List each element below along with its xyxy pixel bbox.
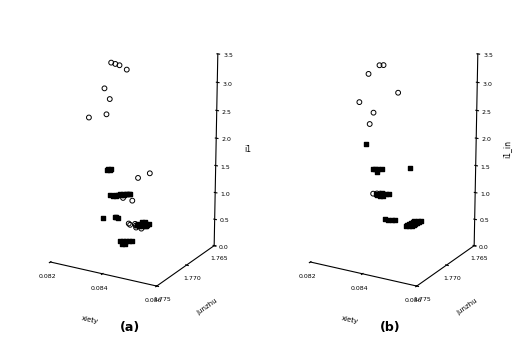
X-axis label: xiety: xiety bbox=[81, 315, 99, 324]
Y-axis label: junzhu: junzhu bbox=[456, 297, 478, 316]
Text: (a): (a) bbox=[120, 321, 140, 334]
Y-axis label: junzhu: junzhu bbox=[196, 297, 218, 316]
Text: (b): (b) bbox=[380, 321, 400, 334]
X-axis label: xiety: xiety bbox=[341, 315, 359, 324]
